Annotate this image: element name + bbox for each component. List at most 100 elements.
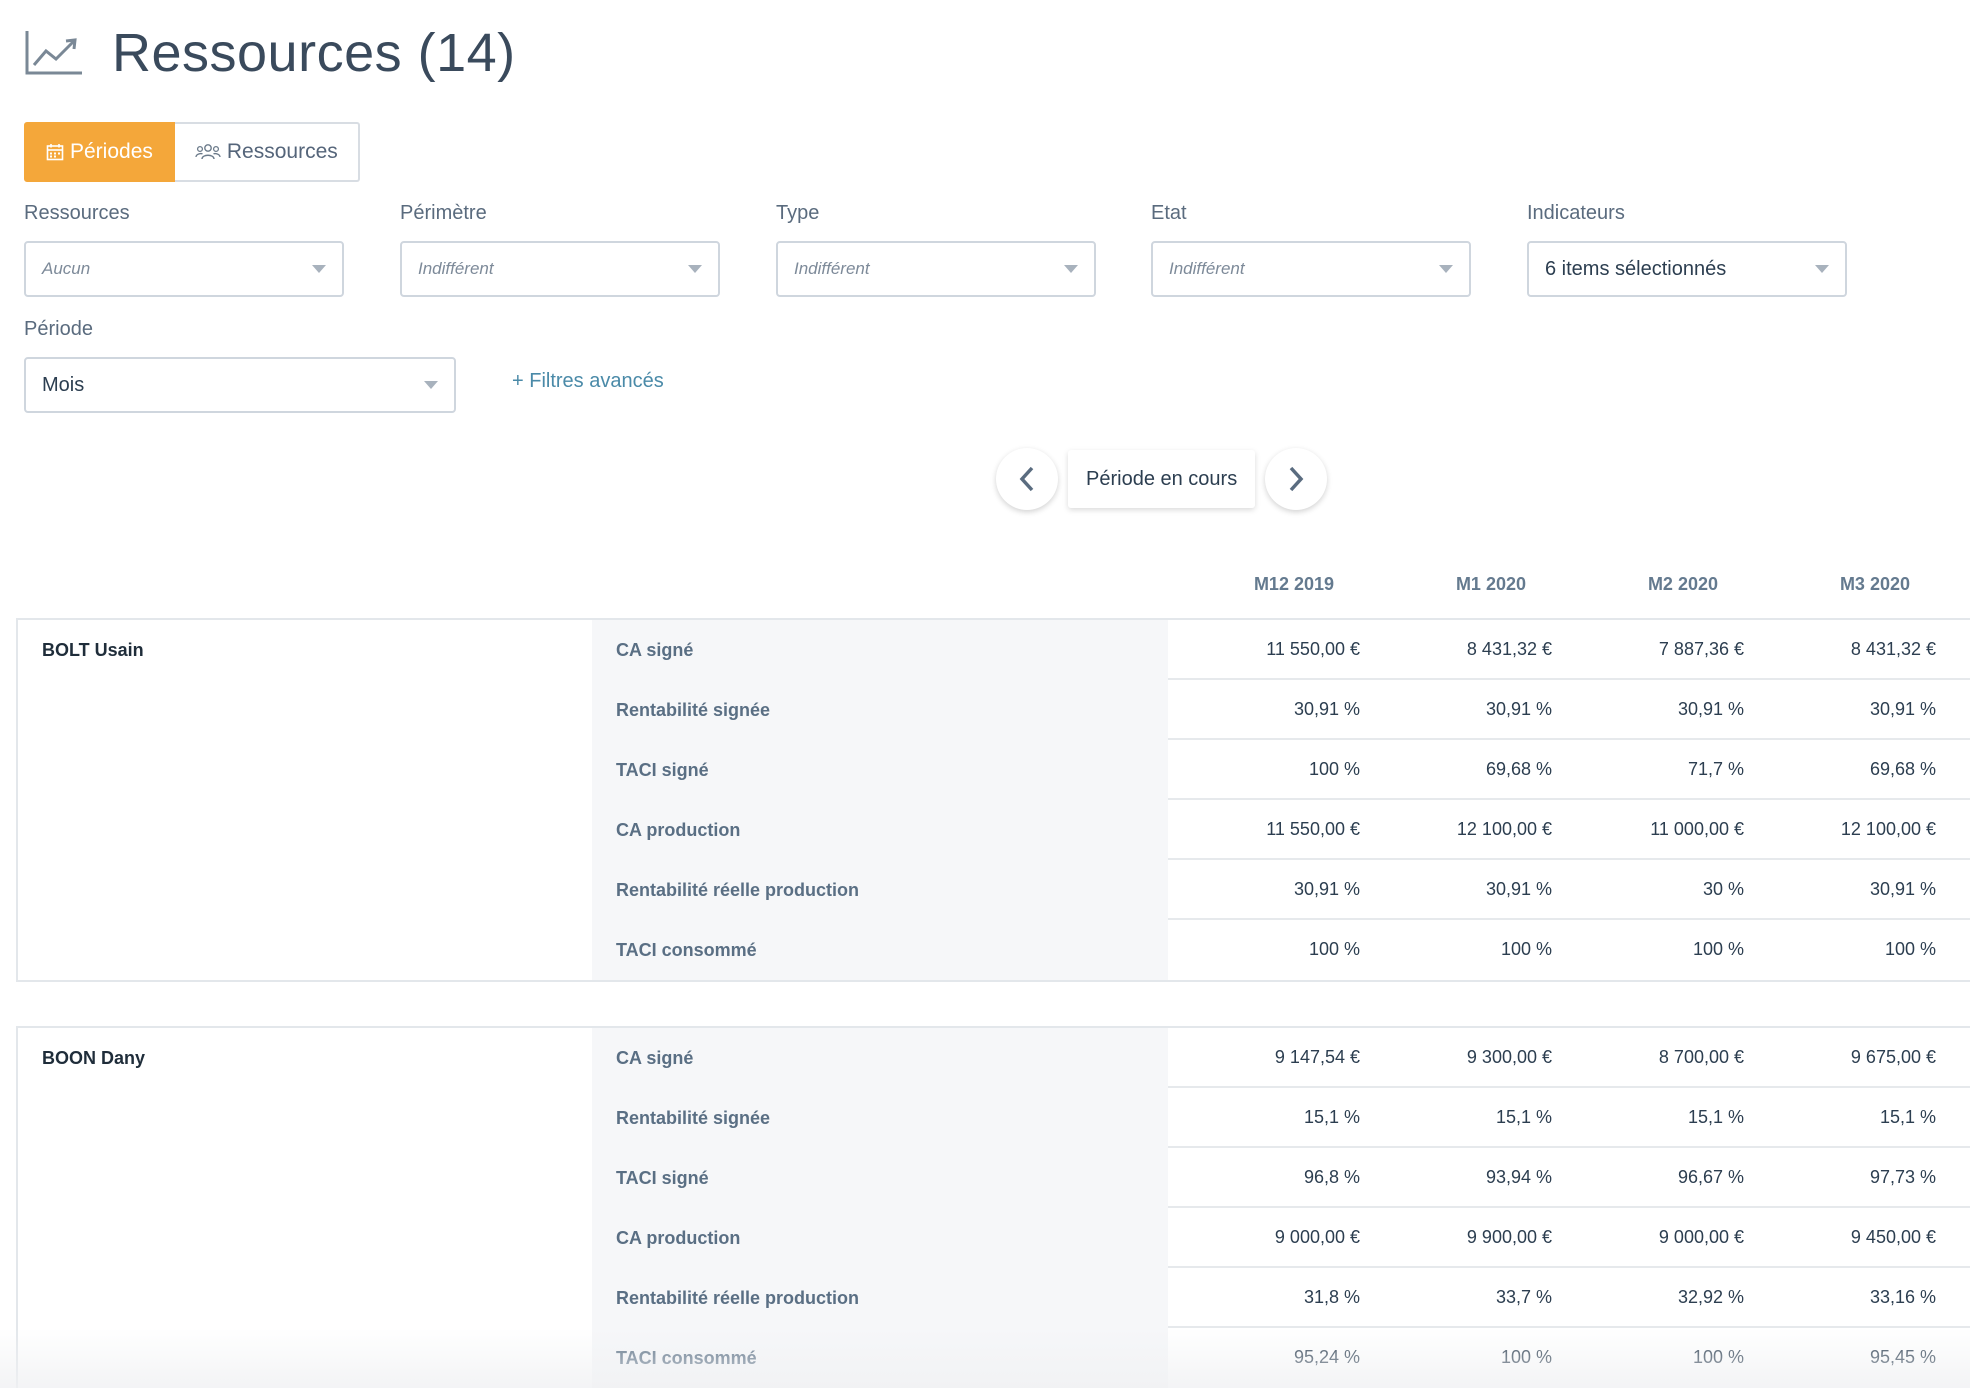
- chevron-down-icon: [1815, 265, 1829, 273]
- metric-value: 15,1 %: [1303, 1107, 1360, 1127]
- metric-value: 30,91 %: [1293, 879, 1360, 899]
- metric-value: 9 147,54 €: [1274, 1047, 1360, 1067]
- metric-value: 11 550,00 €: [1266, 639, 1360, 659]
- prev-period-button[interactable]: [996, 448, 1058, 510]
- metric-values: 96,8 % 93,94 % 96,67 % 97,73 %: [1168, 1148, 1970, 1208]
- metric-value: 11 550,00 €: [1266, 819, 1360, 839]
- metric-row: Rentabilité signée 30,91 % 30,91 % 30,91…: [592, 680, 1970, 740]
- metric-value: 71,7 %: [1687, 759, 1744, 779]
- column-header: M3 2020: [1839, 574, 1910, 594]
- metric-value: 30 %: [1702, 879, 1744, 899]
- metric-value: 96,8 %: [1303, 1167, 1360, 1187]
- resource-name: BOLT Usain: [42, 640, 144, 660]
- filter-label: Ressources: [24, 202, 130, 224]
- metric-value: 7 887,36 €: [1658, 639, 1744, 659]
- column-headers: M12 2019 M1 2020 M2 2020 M3 2020: [0, 574, 1970, 604]
- etat-select[interactable]: Indifférent: [1151, 241, 1471, 297]
- metric-value: 15,1 %: [1495, 1107, 1552, 1127]
- select-value: 6 items sélectionnés: [1545, 257, 1727, 280]
- metric-values: 15,1 % 15,1 % 15,1 % 15,1 %: [1168, 1088, 1970, 1148]
- metric-row: CA production 11 550,00 € 12 100,00 € 11…: [592, 800, 1970, 860]
- metric-value: 12 100,00 €: [1840, 819, 1936, 839]
- resource-name: BOON Dany: [42, 1048, 146, 1068]
- metric-value: 100 %: [1308, 939, 1360, 959]
- column-header: M1 2020: [1455, 574, 1526, 594]
- metric-row: Rentabilité réelle production 30,91 % 30…: [592, 860, 1970, 920]
- metric-value: 9 900,00 €: [1466, 1227, 1552, 1247]
- select-value: Indifférent: [794, 259, 870, 278]
- filter-label: Périmètre: [400, 202, 487, 224]
- metric-value: 32,92 %: [1677, 1287, 1744, 1307]
- metric-value: 100 %: [1500, 1347, 1552, 1367]
- metric-value: 30,91 %: [1677, 699, 1744, 719]
- advanced-filters-link[interactable]: + Filtres avancés: [512, 370, 664, 392]
- metric-label: CA production: [592, 800, 1168, 860]
- tab-periodes[interactable]: Périodes: [24, 122, 175, 182]
- perimetre-select[interactable]: Indifférent: [400, 241, 720, 297]
- metric-row: CA signé 9 147,54 € 9 300,00 € 8 700,00 …: [592, 1028, 1970, 1088]
- filter-indicateurs: Indicateurs 6 items sélectionnés: [1527, 202, 1847, 297]
- metric-value: 100 %: [1308, 759, 1360, 779]
- resource-block: BOON Dany CA signé 9 147,54 € 9 300,00 €…: [16, 1026, 1970, 1388]
- ressources-select[interactable]: Aucun: [24, 241, 344, 297]
- metric-value: 93,94 %: [1485, 1167, 1552, 1187]
- metric-values: 30,91 % 30,91 % 30 % 30,91 %: [1168, 860, 1970, 920]
- metric-value: 95,24 %: [1293, 1347, 1360, 1367]
- metric-value: 8 431,32 €: [1850, 639, 1936, 659]
- metric-value: 100 %: [1884, 939, 1936, 959]
- metric-values: 9 147,54 € 9 300,00 € 8 700,00 € 9 675,0…: [1168, 1028, 1970, 1088]
- metric-value: 30,91 %: [1485, 699, 1552, 719]
- metric-values: 100 % 69,68 % 71,7 % 69,68 %: [1168, 740, 1970, 800]
- metric-label: Rentabilité signée: [592, 680, 1168, 740]
- column-header: M12 2019: [1253, 574, 1334, 594]
- metric-value: 33,7 %: [1495, 1287, 1552, 1307]
- metric-label: CA production: [592, 1208, 1168, 1268]
- metric-row: Rentabilité signée 15,1 % 15,1 % 15,1 % …: [592, 1088, 1970, 1148]
- current-period-button[interactable]: Période en cours: [1068, 450, 1256, 508]
- metric-value: 30,91 %: [1869, 879, 1936, 899]
- metric-row: TACI consommé 100 % 100 % 100 % 100 %: [592, 920, 1970, 980]
- select-value: Indifférent: [418, 259, 494, 278]
- metric-row: Rentabilité réelle production 31,8 % 33,…: [592, 1268, 1970, 1328]
- tab-periodes-label: Périodes: [70, 140, 153, 163]
- metric-value: 9 675,00 €: [1850, 1047, 1936, 1067]
- select-value: Aucun: [42, 259, 91, 278]
- metric-value: 11 000,00 €: [1650, 819, 1744, 839]
- metric-value: 8 431,32 €: [1466, 639, 1552, 659]
- metric-value: 9 300,00 €: [1466, 1047, 1552, 1067]
- metric-value: 33,16 %: [1869, 1287, 1936, 1307]
- users-icon: [195, 144, 221, 160]
- metric-values: 11 550,00 € 12 100,00 € 11 000,00 € 12 1…: [1168, 800, 1970, 860]
- next-period-button[interactable]: [1265, 448, 1328, 510]
- calendar-icon: [46, 144, 64, 161]
- filter-etat: Etat Indifférent: [1151, 202, 1471, 297]
- metric-value: 95,45 %: [1869, 1347, 1936, 1367]
- page-header: Ressources (14): [24, 22, 516, 84]
- filter-label: Type: [776, 202, 820, 224]
- chevron-down-icon: [1064, 265, 1078, 273]
- metric-value: 30,91 %: [1293, 699, 1360, 719]
- metric-value: 15,1 %: [1687, 1107, 1744, 1127]
- metric-value: 9 450,00 €: [1850, 1227, 1936, 1247]
- metric-row: CA signé 11 550,00 € 8 431,32 € 7 887,36…: [592, 620, 1970, 680]
- tab-ressources[interactable]: Ressources: [174, 122, 360, 182]
- metric-value: 15,1 %: [1879, 1107, 1936, 1127]
- chevron-down-icon: [1439, 265, 1453, 273]
- periode-select[interactable]: Mois: [24, 357, 456, 413]
- indicateurs-select[interactable]: 6 items sélectionnés: [1527, 241, 1847, 297]
- filter-label: Période: [24, 318, 93, 340]
- filter-perimetre: Périmètre Indifférent: [400, 202, 720, 297]
- select-value: Mois: [42, 373, 85, 396]
- metric-label: CA signé: [592, 620, 1168, 680]
- type-select[interactable]: Indifférent: [776, 241, 1096, 297]
- metric-label: TACI signé: [592, 1148, 1168, 1208]
- trending-chart-icon: [25, 31, 82, 75]
- metric-value: 9 000,00 €: [1274, 1227, 1360, 1247]
- metric-values: 9 000,00 € 9 900,00 € 9 000,00 € 9 450,0…: [1168, 1208, 1970, 1268]
- metric-values: 95,24 % 100 % 100 % 95,45 %: [1168, 1328, 1970, 1388]
- metric-row: TACI signé 96,8 % 93,94 % 96,67 % 97,73 …: [592, 1148, 1970, 1208]
- metric-value: 31,8 %: [1303, 1287, 1360, 1307]
- metric-label: Rentabilité signée: [592, 1088, 1168, 1148]
- metric-value: 69,68 %: [1869, 759, 1936, 779]
- select-value: Indifférent: [1169, 259, 1245, 278]
